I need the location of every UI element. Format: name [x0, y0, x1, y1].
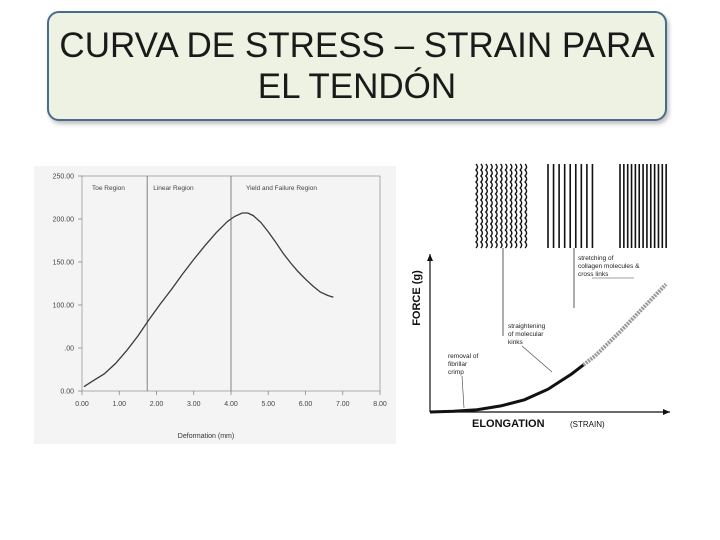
x-tick-label: 3.00	[187, 401, 201, 408]
x-tick-label: 0.00	[75, 401, 89, 408]
x-tick-label: 6.00	[299, 401, 313, 408]
x-tick-label: 5.00	[261, 401, 275, 408]
y-axis-arrow	[427, 254, 433, 261]
annotation-line: stretching of	[578, 255, 614, 262]
annotation-line: crimp	[448, 369, 464, 376]
x-tick-label: 4.00	[224, 401, 238, 408]
force-elongation-chart: removal of fibrillar crimp straightening of …	[411, 163, 670, 430]
annotation-line: of molecular	[508, 331, 544, 338]
crimped-fiber	[479, 163, 484, 249]
y-tick-label: .00	[64, 346, 74, 353]
crimped-fiber	[514, 163, 518, 249]
y-tick-label: 100.00	[53, 303, 75, 310]
region-label: Linear Region	[153, 185, 194, 192]
chart-right-xlabel-note: (STRAIN)	[570, 420, 605, 429]
crimped-fiber	[494, 163, 498, 249]
deformation-curve	[83, 212, 334, 388]
region-label: Yield and Failure Region	[246, 185, 317, 192]
crimped-fiber	[509, 163, 513, 249]
y-tick-label: 0.00	[60, 389, 74, 396]
annotation-label: stretching of collagen molecules & cross l…	[578, 255, 640, 278]
annotation-line: straightening	[508, 323, 546, 330]
chart-left-background	[34, 166, 396, 444]
y-tick-label: 150.00	[53, 260, 75, 267]
crimped-fiber	[484, 163, 489, 249]
fiber-diagrams	[475, 163, 667, 336]
title-box: CURVA DE STRESS – STRAIN PARA EL TENDÓN	[47, 11, 667, 121]
chart-right-axes	[427, 254, 670, 415]
crimped-fiber	[475, 163, 479, 249]
annotation-leader	[521, 345, 553, 373]
annotation-line: kinks	[508, 339, 524, 346]
tendon-deformation-chart: 0.00 1.00 2.00 3.00 4.00 5.00 6.00 7.00 8.00 0.00…	[34, 166, 396, 444]
annotation-line: collagen molecules &	[578, 263, 640, 270]
annotation-label: removal of fibrillar crimp	[448, 353, 479, 376]
x-tick-label: 8.00	[373, 401, 387, 408]
y-tick-label: 200.00	[53, 217, 75, 224]
chart-left-series	[83, 212, 334, 388]
chart-left-xlabel: Deformation (mm)	[178, 433, 234, 440]
x-tick-label: 1.00	[112, 401, 126, 408]
force-curve-linear-segment	[582, 282, 668, 367]
slide-title-line-2: EL TENDÓN	[257, 67, 457, 106]
chart-left-regions: Toe Region Linear Region Yield and Failure…	[92, 176, 317, 391]
chart-right-xlabel: ELONGATION	[472, 418, 545, 430]
chart-right-ylabel: FORCE (g)	[411, 270, 423, 326]
annotation-label: straightening of molecular kinks	[508, 323, 546, 346]
x-axis-arrow	[663, 409, 670, 415]
chart-right-annotations: removal of fibrillar crimp straightening of …	[448, 255, 640, 409]
x-tick-label: 7.00	[336, 401, 350, 408]
region-label: Toe Region	[92, 185, 125, 192]
annotation-line: fibrillar	[448, 361, 468, 368]
y-tick-label: 250.00	[53, 174, 75, 181]
crimped-fiber	[524, 163, 528, 249]
crimped-fiber	[519, 163, 523, 249]
annotation-line: cross links	[578, 271, 609, 278]
force-curve-toe-segment	[429, 363, 585, 414]
x-tick-label: 2.00	[150, 401, 164, 408]
annotation-leader	[461, 375, 465, 409]
slide-title-line-1: CURVA DE STRESS – STRAIN PARA	[59, 26, 655, 65]
crimped-fiber	[489, 163, 493, 249]
chart-left-ticks: 0.00 1.00 2.00 3.00 4.00 5.00 6.00 7.00 8.00 0.00…	[53, 174, 387, 409]
crimped-fiber	[504, 163, 508, 249]
chart-right-series	[429, 282, 668, 414]
annotation-line: removal of	[448, 353, 479, 360]
crimped-fiber	[499, 163, 503, 249]
